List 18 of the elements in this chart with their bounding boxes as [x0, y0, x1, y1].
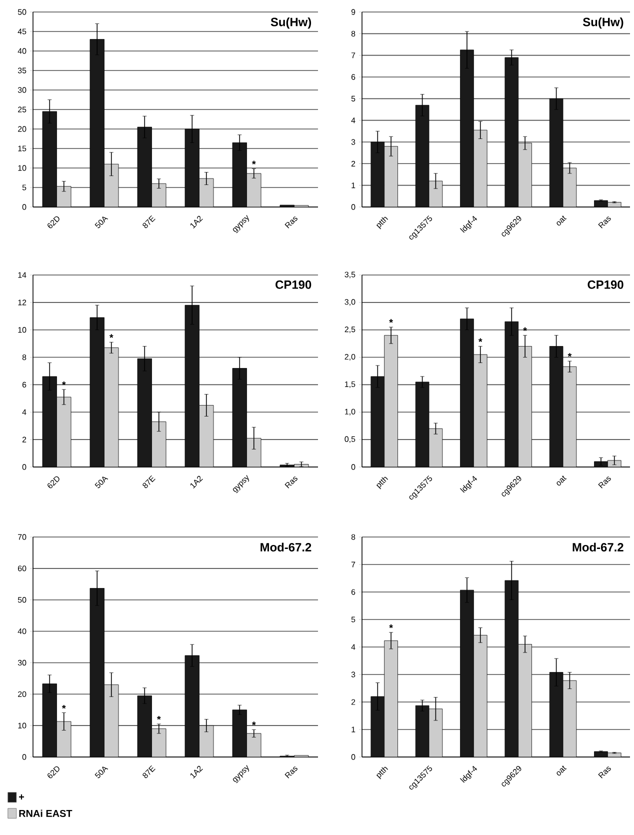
chart-title: Mod-67.2: [260, 542, 312, 552]
legend-label: +: [19, 794, 24, 800]
annotation: *: [109, 334, 114, 338]
legend-label: RNAi EAST: [19, 810, 72, 818]
annotation: *: [252, 722, 256, 726]
annotation: *: [62, 381, 66, 386]
chart-title: Mod-67.2: [572, 542, 624, 552]
annotation: *: [156, 716, 161, 720]
annotation: *: [252, 160, 256, 164]
annotation: *: [389, 624, 393, 628]
chart-title: CP190: [276, 280, 312, 289]
chart-title: CP190: [588, 280, 624, 289]
annotation: *: [62, 704, 66, 709]
annotation: *: [568, 353, 572, 357]
annotation: *: [478, 338, 482, 342]
chart-title: Su(Hw): [582, 17, 624, 29]
chart-title: Su(Hw): [270, 17, 312, 29]
annotation: *: [389, 319, 393, 323]
